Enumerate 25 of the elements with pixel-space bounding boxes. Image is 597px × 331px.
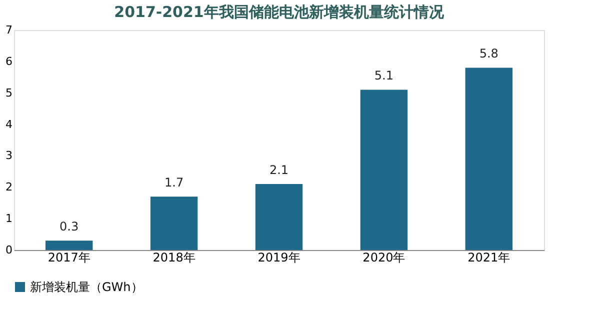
x-tick-label: 2019年 [258,250,300,264]
y-tick-label: 0 [6,244,12,256]
bar [360,90,408,250]
y-tick-label: 7 [6,24,12,36]
legend-label: 新增装机量（GWh） [30,280,143,294]
data-label: 2.1 [269,163,289,177]
y-tick-label: 6 [6,54,12,68]
data-label: 0.3 [60,220,79,234]
bar [45,240,93,250]
data-label: 1.7 [164,176,184,190]
data-label: 5.8 [479,46,498,61]
x-tick-label: 2020年 [362,250,406,264]
bar [255,184,303,250]
x-tick-label: 2017年 [48,250,90,264]
y-tick-label: 1 [6,212,12,226]
y-tick-label: 5 [6,86,12,100]
bar [465,68,513,250]
chart-title: 2017-2021年我国储能电池新增装机量统计情况 [114,3,445,21]
data-label: 5.1 [374,68,394,83]
y-tick-label: 3 [6,149,12,162]
bar [150,196,198,250]
x-tick-label: 2021年 [468,250,510,264]
y-tick-label: 4 [6,118,12,131]
x-tick-label: 2018年 [152,250,196,264]
y-tick-label: 2 [6,180,12,194]
